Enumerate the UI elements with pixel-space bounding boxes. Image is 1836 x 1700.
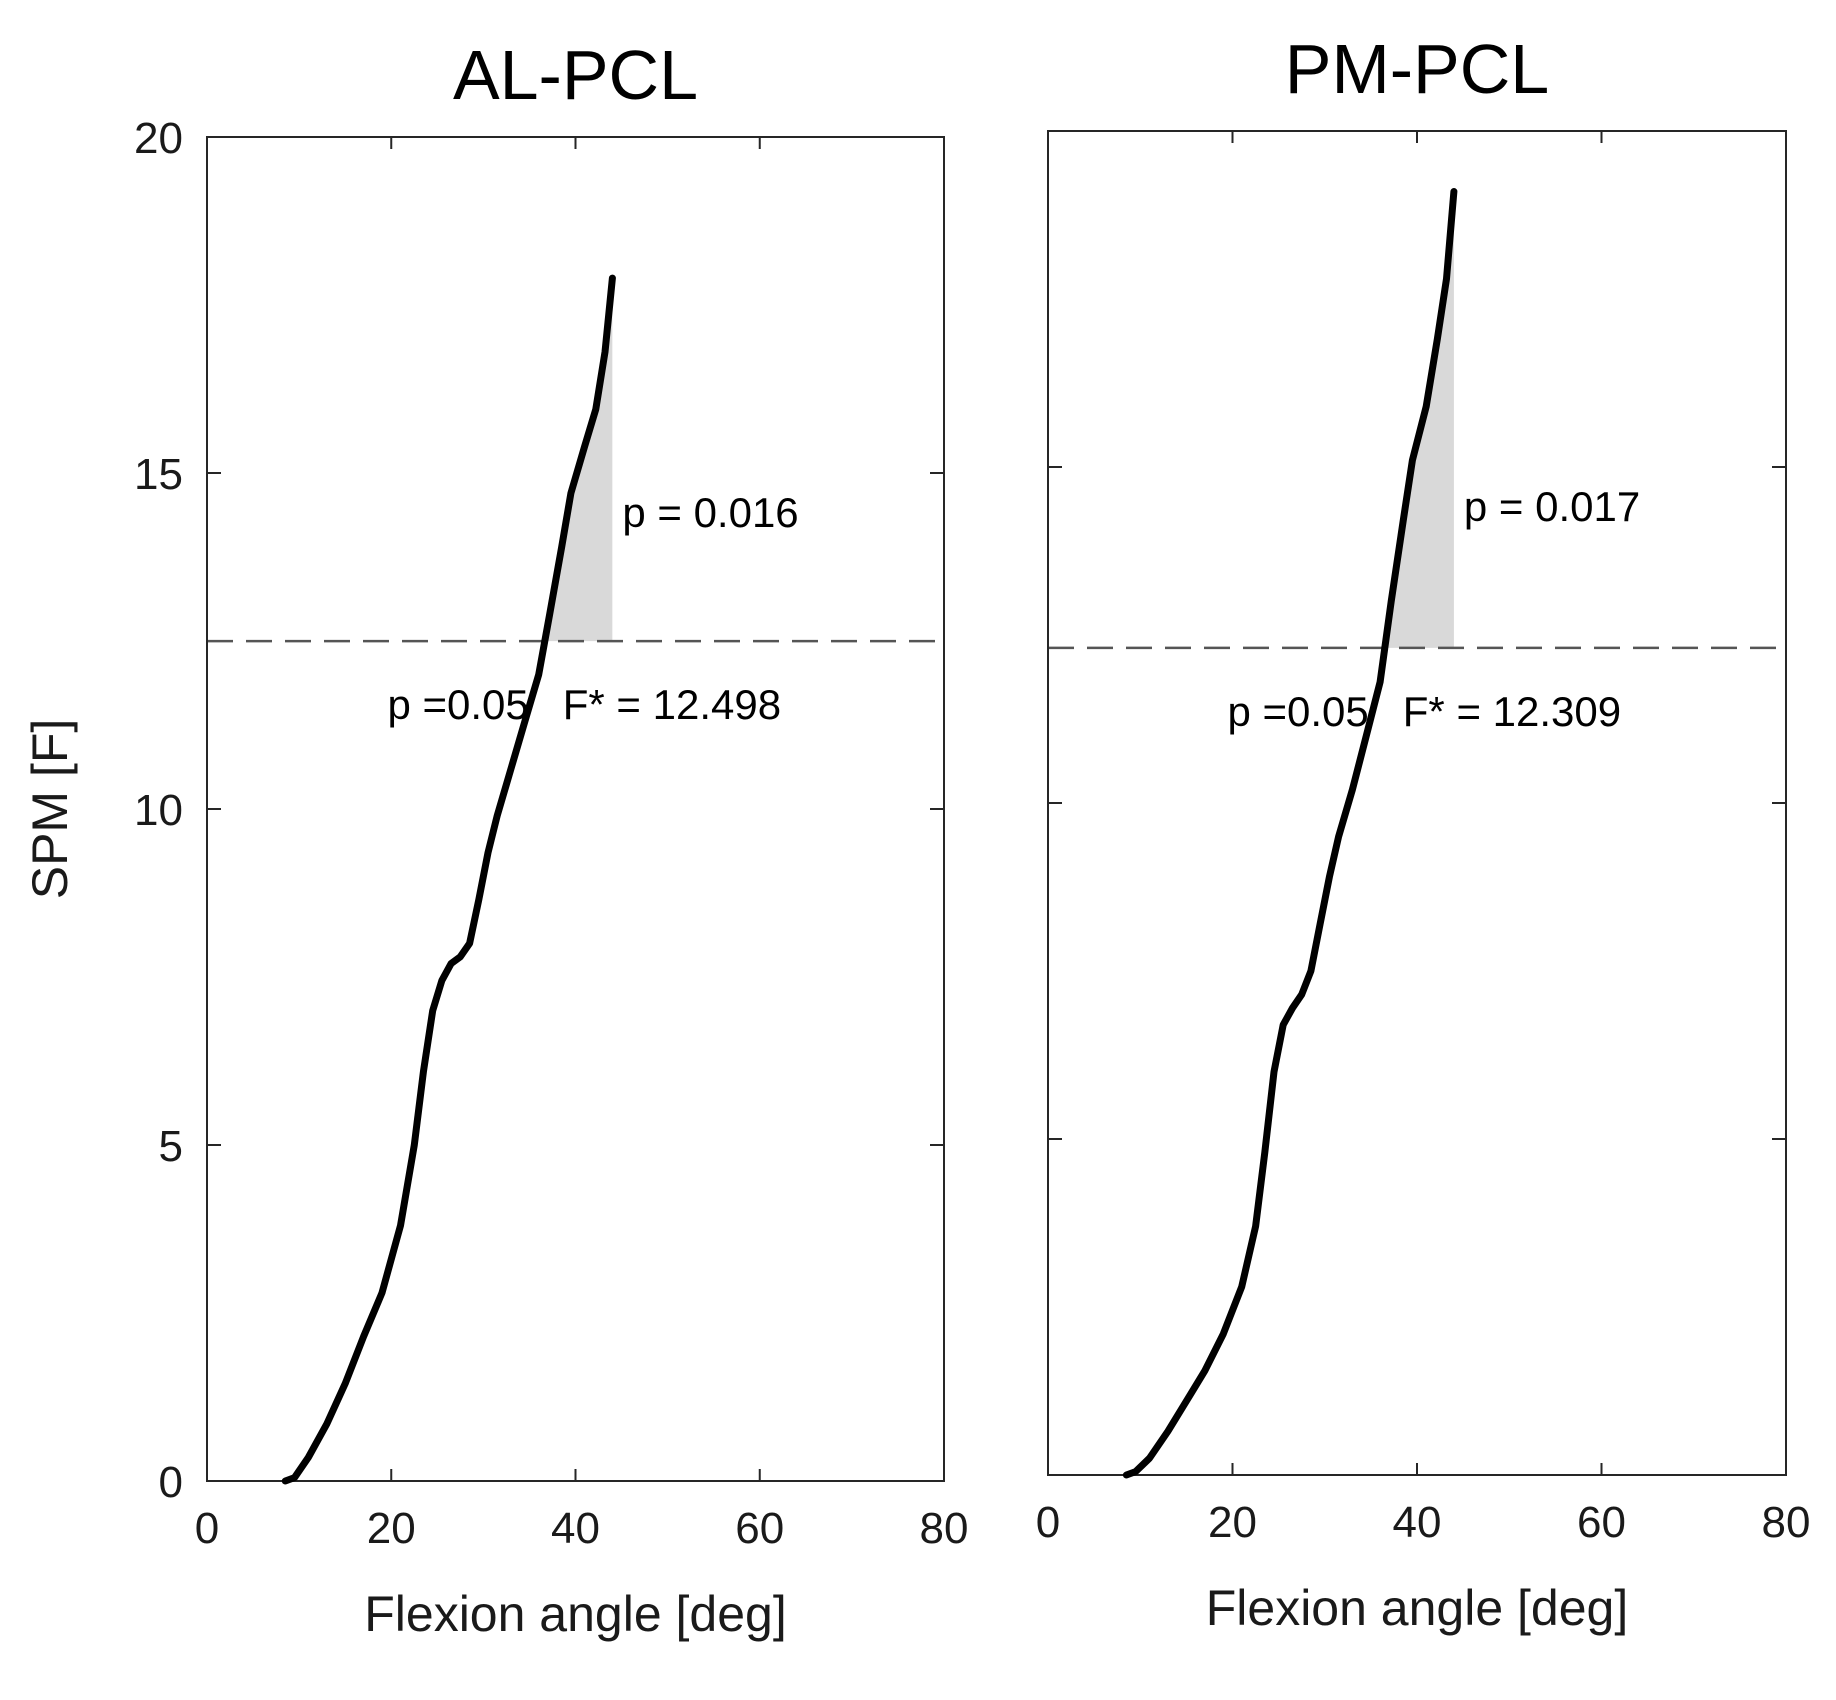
x-tick-label: 0 <box>1036 1498 1060 1547</box>
x-tick-label: 20 <box>367 1504 416 1553</box>
x-tick-label: 60 <box>1577 1498 1626 1547</box>
cluster-p-value: p = 0.016 <box>622 489 798 536</box>
chart-title: AL-PCL <box>453 36 698 114</box>
x-tick-label: 40 <box>1393 1498 1442 1547</box>
x-tick-label: 60 <box>735 1504 784 1553</box>
panel-pm-pcl: PM-PCL 0 20 40 60 80 Flexion angle [deg] p = 0.… <box>1036 30 1811 1636</box>
alpha-label: p =0.05 <box>1227 688 1368 735</box>
cluster-p-value: p = 0.017 <box>1464 483 1640 530</box>
y-axis-label: SPM [F] <box>22 719 78 900</box>
alpha-label: p =0.05 <box>387 681 528 728</box>
y-tick-label: 15 <box>134 450 183 499</box>
x-tick-label: 0 <box>195 1504 219 1553</box>
x-tick-label: 20 <box>1208 1498 1257 1547</box>
axes-frame <box>1047 130 1787 1476</box>
y-tick-label: 10 <box>134 786 183 835</box>
y-tick-label: 20 <box>134 114 183 163</box>
panel-al-pcl: AL-PCL 0 20 40 60 80 0 5 10 15 20 Flexion angle [de… <box>22 36 968 1642</box>
x-tick-label: 40 <box>551 1504 600 1553</box>
threshold-label: F* = 12.498 <box>563 681 781 728</box>
spm-curve <box>281 274 616 1485</box>
spm-curve <box>1122 188 1458 1479</box>
y-tick-label: 5 <box>159 1122 183 1171</box>
x-axis-label: Flexion angle [deg] <box>364 1586 787 1642</box>
threshold-label: F* = 12.309 <box>1403 688 1621 735</box>
chart-title: PM-PCL <box>1285 30 1549 108</box>
x-tick-label: 80 <box>920 1504 969 1553</box>
x-tick-label: 80 <box>1762 1498 1811 1547</box>
x-axis-label: Flexion angle [deg] <box>1206 1580 1629 1636</box>
y-tick-label: 0 <box>159 1458 183 1507</box>
axes-frame <box>206 136 945 1482</box>
